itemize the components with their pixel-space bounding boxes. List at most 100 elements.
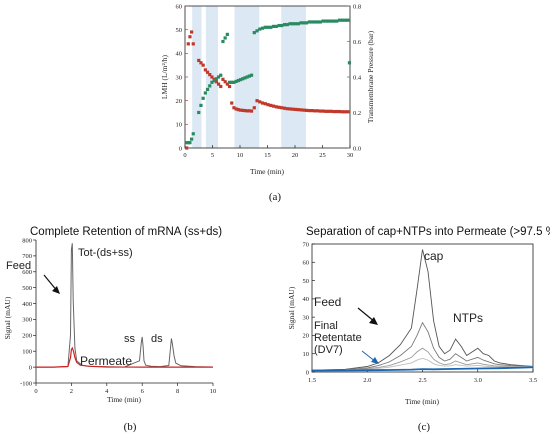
- flux-point: [210, 75, 214, 79]
- flux-point: [230, 101, 234, 105]
- pressure-point: [321, 19, 325, 23]
- pressure-point: [252, 31, 256, 35]
- y-tick-label-c-7: 70: [303, 241, 310, 248]
- arrow-feed-c-head: [369, 317, 378, 325]
- pressure-point: [208, 84, 212, 88]
- feed-dilution-line-2: [311, 347, 533, 371]
- x-tick-label-b-5: 10: [210, 388, 217, 395]
- panel-label-c: (c): [418, 421, 431, 433]
- x-tick-label-b-3: 6: [141, 388, 145, 395]
- flux-point: [313, 109, 317, 113]
- flux-point: [326, 109, 331, 113]
- flux-point: [310, 109, 314, 113]
- pressure-point: [307, 20, 311, 24]
- flux-point: [335, 109, 339, 114]
- x-tick-label-a-5: 25: [319, 152, 326, 159]
- flux-point: [190, 30, 194, 34]
- flux-point: [318, 109, 322, 113]
- label-cap-c: cap: [424, 249, 444, 263]
- pressure-point: [241, 77, 245, 81]
- flux-point: [201, 63, 205, 67]
- y-tick-label-b-1: 0: [29, 364, 32, 371]
- pressure-point: [318, 20, 322, 24]
- flux-point: [288, 107, 292, 111]
- flux-point: [236, 108, 240, 112]
- flux-point: [208, 73, 212, 77]
- panel-label-a: (a): [269, 191, 282, 203]
- feed-dilution-line-3: [311, 357, 533, 371]
- shaded-interval-0: [192, 6, 202, 148]
- pressure-point: [340, 18, 344, 22]
- label-feed-c: Feed: [314, 295, 341, 309]
- pressure-point: [219, 73, 223, 77]
- x-tick-label-c-1: 2.0: [363, 377, 371, 384]
- panel-b-title: Complete Retention of mRNA (ss+ds): [30, 226, 222, 238]
- panel-a-y2label: Transmembrane Pressure (bar): [366, 30, 375, 123]
- pressure-point: [230, 80, 234, 84]
- pressure-point: [201, 96, 205, 100]
- flux-point: [223, 80, 227, 84]
- arrow-feed-b-head: [52, 286, 60, 294]
- y-tick-label-b-0: -100: [20, 380, 32, 387]
- pressure-point: [199, 103, 203, 107]
- pressure-point: [221, 39, 225, 44]
- feed-dilution-line-0: [311, 249, 534, 371]
- pressure-point: [346, 18, 350, 22]
- flux-point: [225, 82, 229, 86]
- y2-tick-label-a-4: 0.8: [353, 3, 361, 10]
- flux-point: [321, 109, 325, 113]
- arrow-retentate-c-head: [371, 357, 379, 364]
- panel-b-xlabel: Time (min): [107, 395, 142, 404]
- panel-c-chart: Separation of cap+NTPs into Permeate (>9…: [287, 226, 550, 406]
- flux-point: [302, 108, 306, 112]
- flux-point: [221, 77, 225, 81]
- pressure-point: [266, 25, 270, 29]
- flux-point: [343, 110, 347, 114]
- y-tick-label-a-2: 20: [176, 98, 183, 105]
- pressure-point: [285, 23, 289, 27]
- panel-a-ylabel: LMH (L/m²/h): [160, 54, 169, 99]
- pressure-point: [313, 20, 317, 24]
- flux-point: [238, 108, 243, 112]
- pressure-point: [347, 61, 352, 65]
- pressure-point: [288, 22, 292, 26]
- y-tick-label-c-5: 50: [303, 278, 310, 285]
- pressure-point: [277, 23, 281, 28]
- x-tick-label-a-4: 20: [292, 152, 299, 159]
- flux-point: [337, 109, 342, 114]
- flux-point: [214, 80, 218, 84]
- pressure-point: [271, 24, 276, 29]
- y-tick-label-b-2: 100: [22, 349, 32, 356]
- panel-a-chart: 0 5 10 15 20 25 30 0 10 20 30 40 50 60 0.0 0.2 0.4 0.6 0.8…: [160, 3, 375, 176]
- x-tick-label-a-2: 10: [237, 152, 244, 159]
- pressure-point: [210, 80, 214, 84]
- flux-point: [216, 82, 221, 86]
- panel-c-title: Separation of cap+NTPs into Permeate (>9…: [306, 226, 550, 238]
- y-tick-label-c-3: 30: [303, 314, 310, 321]
- pressure-point: [296, 22, 300, 26]
- flux-point: [315, 109, 320, 113]
- pressure-point: [247, 74, 251, 78]
- feed-dilution-line-1: [311, 321, 534, 371]
- flux-point: [241, 108, 245, 112]
- flux-point: [329, 109, 333, 113]
- flux-point: [245, 109, 249, 113]
- x-tick-label-c-0: 1.5: [308, 377, 316, 384]
- pressure-point: [191, 132, 195, 136]
- pressure-point: [186, 141, 190, 145]
- flux-point: [263, 102, 267, 106]
- flux-point: [293, 107, 298, 112]
- pressure-point: [236, 78, 240, 83]
- y-tick-label-b-4: 300: [22, 317, 32, 324]
- y-tick-label-a-6: 60: [176, 3, 183, 10]
- panel-label-b: (b): [124, 421, 137, 433]
- label-ntps-c: NTPs: [453, 311, 483, 325]
- label-ds-b: ds: [151, 333, 163, 345]
- flux-point: [227, 84, 232, 89]
- flux-point: [307, 109, 311, 113]
- x-tick-label-a-3: 15: [264, 152, 271, 159]
- pressure-point: [227, 80, 232, 84]
- flux-point: [266, 103, 270, 107]
- feed-line: [36, 243, 214, 368]
